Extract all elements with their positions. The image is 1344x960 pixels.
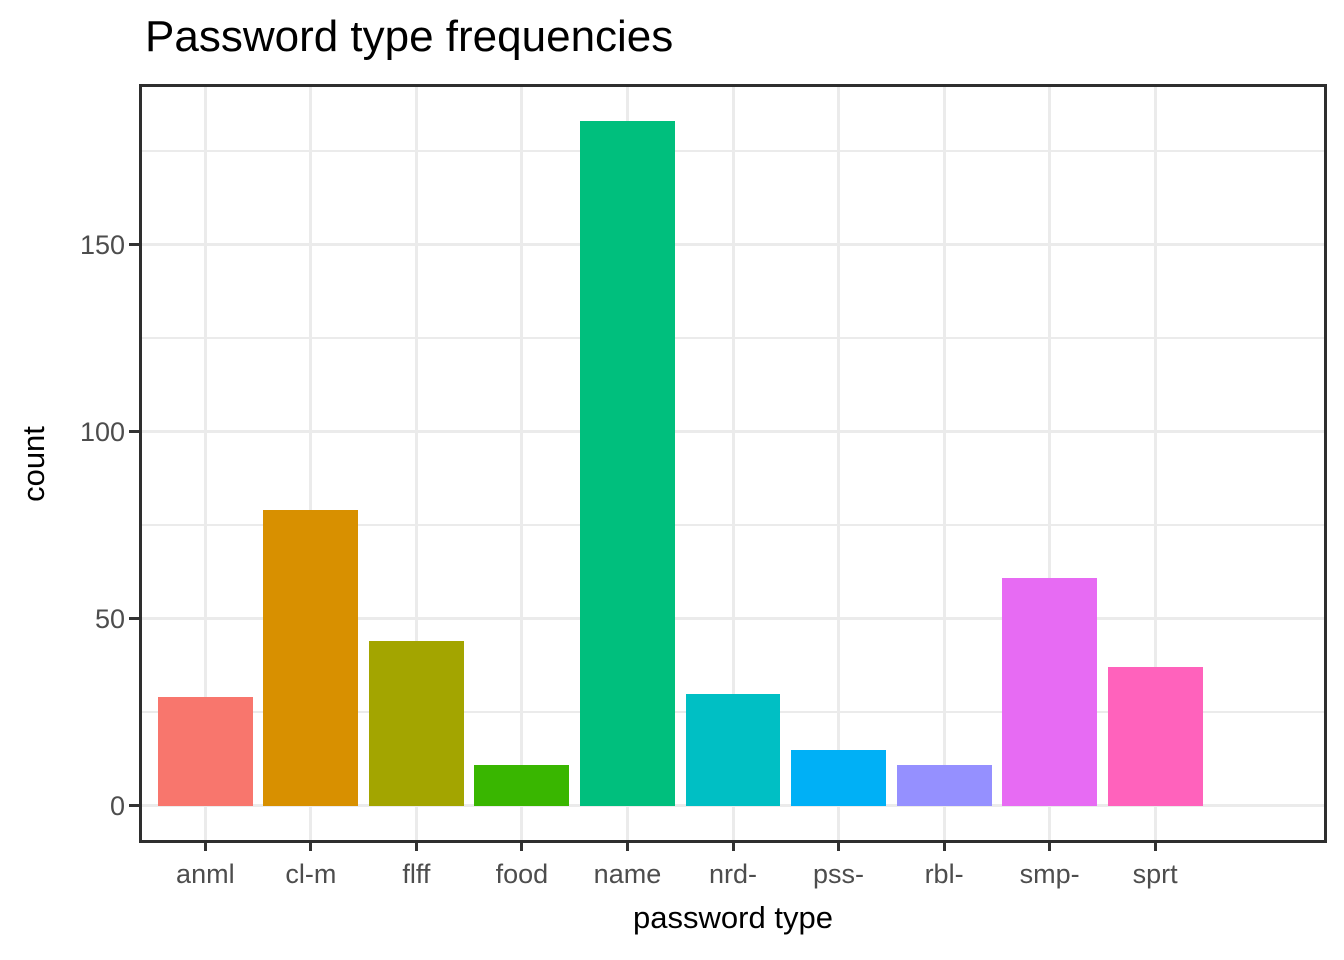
x-tick-label-rbl-: rbl- [924,859,964,889]
y-tick-mark [129,617,139,621]
x-tick-label-cl-m: cl-m [285,859,337,889]
x-tick-label-nrd-: nrd- [708,859,757,889]
y-tick-label: 50 [94,603,125,634]
chart-title: Password type frequencies [145,12,674,61]
x-tick-mark [942,843,946,851]
x-tick-mark [414,843,418,851]
x-tick-label-smp-: smp- [1019,859,1080,889]
x-tick-label-name: name [593,859,662,889]
y-tick-label: 100 [79,416,125,447]
x-axis-title: password type [633,900,833,935]
x-tick-label-anml: anml [176,859,235,889]
y-axis-title: count [16,426,51,502]
bar-cl-m [263,510,359,806]
bar-rbl- [896,764,992,806]
x-tick-mark [1048,843,1052,851]
x-major-gridline [414,87,418,840]
y-tick-label: 150 [79,229,125,260]
x-tick-mark [731,843,735,851]
x-tick-mark [309,843,313,851]
x-tick-label-pss-: pss- [813,859,865,889]
x-tick-label-sprt: sprt [1132,859,1178,889]
x-tick-label-flff: flff [402,859,431,889]
x-major-gridline [1153,87,1157,840]
plot-area [142,87,1324,840]
x-tick-mark [837,843,841,851]
x-tick-mark [520,843,524,851]
bar-name [579,121,675,806]
bar-pss- [791,749,886,806]
x-major-gridline [942,87,946,840]
x-tick-mark [1153,843,1157,851]
bar-anml [157,697,253,806]
y-tick-label: 0 [109,790,125,821]
x-major-gridline [520,87,524,840]
x-tick-mark [625,843,629,851]
x-major-gridline [1048,87,1052,840]
x-major-gridline [309,87,313,840]
bar-flff [368,641,464,806]
x-major-gridline [731,87,735,840]
x-tick-mark [203,843,207,851]
y-tick-mark [129,804,139,808]
y-tick-mark [129,243,139,247]
x-major-gridline [837,87,841,840]
y-tick-mark [129,430,139,434]
bar-food [474,764,570,806]
bar-smp- [1002,577,1098,806]
bar-nrd- [685,693,781,806]
plot-panel [139,84,1327,843]
x-tick-label-food: food [495,859,549,889]
x-major-gridline [203,87,207,840]
bar-sprt [1107,667,1203,806]
